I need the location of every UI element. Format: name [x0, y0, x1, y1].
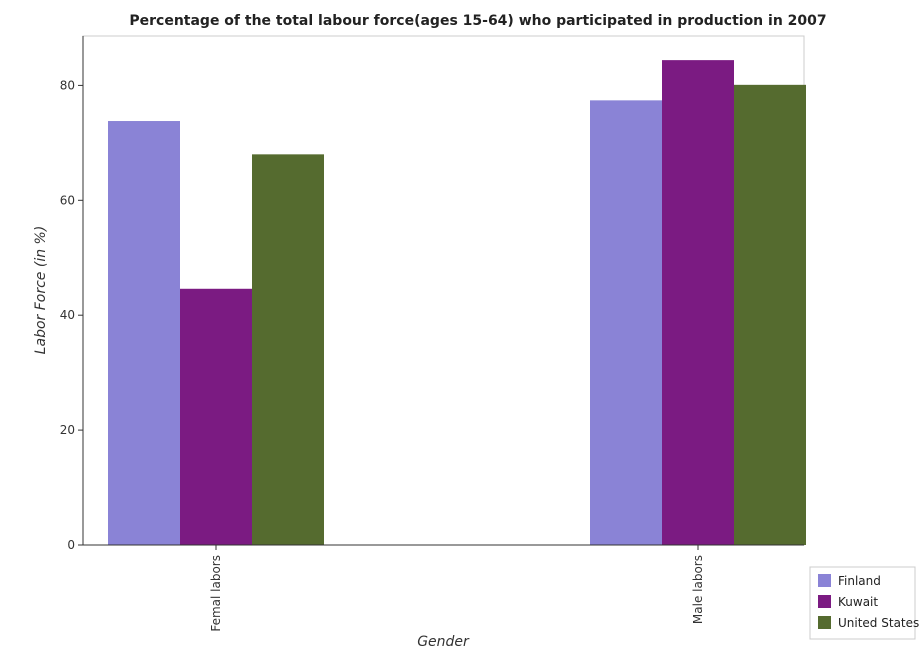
- y-ticks-group: 0 20 40 60 80: [60, 78, 83, 552]
- x-ticks-group: Femal labors Male labors: [209, 545, 705, 632]
- y-tick-label: 40: [60, 308, 75, 322]
- legend-swatch-united-states: [818, 616, 831, 629]
- bar-united-states-0: [252, 154, 324, 545]
- legend-swatch-kuwait: [818, 595, 831, 608]
- bar-united-states-1: [734, 84, 806, 546]
- chart-title: Percentage of the total labour force(age…: [129, 13, 826, 29]
- y-tick-label: 60: [60, 193, 75, 207]
- bars-group: [108, 60, 806, 546]
- x-tick-label: Male labors: [691, 555, 705, 624]
- legend-label-united-states: United States: [838, 616, 919, 630]
- x-axis-label: Gender: [417, 634, 470, 650]
- y-tick-label: 20: [60, 423, 75, 437]
- y-tick-label: 80: [60, 78, 75, 92]
- legend-label-kuwait: Kuwait: [838, 595, 878, 609]
- x-tick-label: Femal labors: [209, 555, 223, 632]
- bar-kuwait-1: [662, 60, 734, 546]
- y-axis-label: Labor Force (in %): [33, 226, 49, 355]
- bar-kuwait-0: [180, 288, 252, 545]
- legend: Finland Kuwait United States: [809, 566, 919, 640]
- bar-finland-1: [590, 100, 662, 546]
- bar-finland-0: [108, 121, 180, 545]
- y-tick-label: 0: [67, 538, 75, 552]
- legend-swatch-finland: [818, 574, 831, 587]
- legend-label-finland: Finland: [838, 574, 881, 588]
